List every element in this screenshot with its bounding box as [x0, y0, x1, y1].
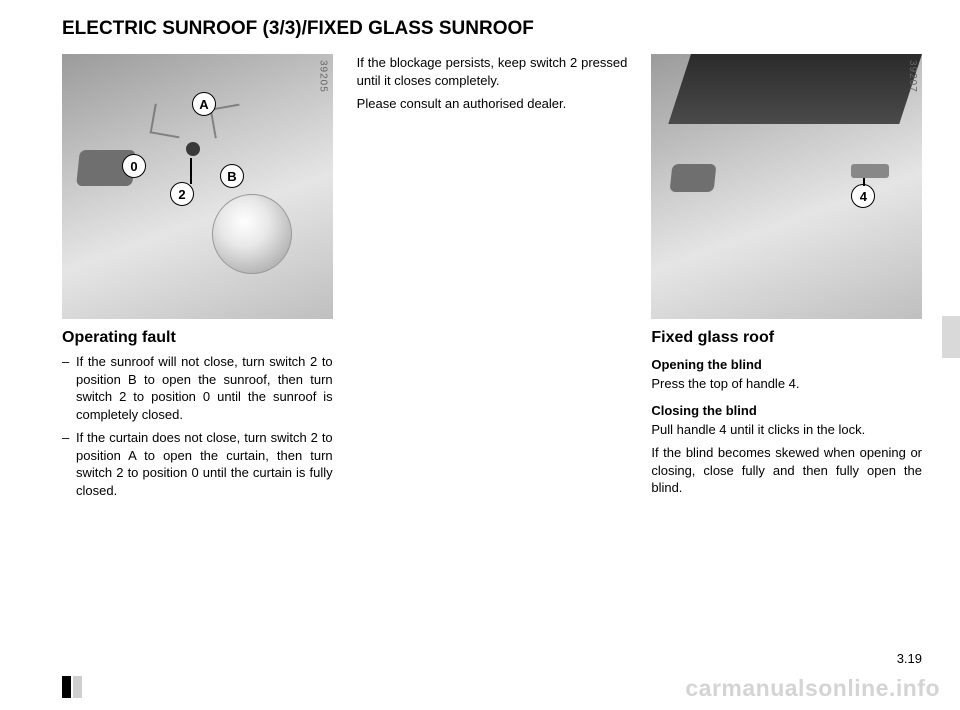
callout-0: 0 [122, 154, 146, 178]
closing-blind-text-1: Pull handle 4 until it clicks in the loc… [651, 421, 922, 439]
switch-dot-shape [186, 142, 200, 156]
callout-2: 2 [170, 182, 194, 206]
page-number: 3.19 [897, 651, 922, 666]
arrow-icon [150, 104, 185, 139]
sunroof-glass-shape [669, 54, 922, 124]
fixed-glass-roof-heading: Fixed glass roof [651, 329, 922, 347]
footer-mark-gray [73, 676, 82, 698]
callout-a: A [192, 92, 216, 116]
operating-fault-heading: Operating fault [62, 329, 333, 347]
figure-1: 39205 A 0 2 B [62, 54, 333, 319]
middle-paragraph-1: If the blockage persists, keep switch 2 … [357, 54, 628, 89]
dome-light-shape [212, 194, 292, 274]
leader-line [190, 158, 192, 184]
rearview-mirror-shape [670, 164, 717, 192]
callout-b: B [220, 164, 244, 188]
figure-2-number: 39207 [907, 60, 918, 93]
column-right: 39207 4 Fixed glass roof Opening the bli… [651, 54, 922, 505]
blind-handle-shape [851, 164, 889, 178]
footer-marks [62, 676, 82, 698]
opening-blind-subhead: Opening the blind [651, 357, 922, 372]
figure-2: 39207 4 [651, 54, 922, 319]
content-columns: 39205 A 0 2 B Operating fault – If the s… [62, 54, 922, 505]
bullet-2: – If the curtain does not close, turn sw… [62, 429, 333, 499]
column-middle: If the blockage persists, keep switch 2 … [357, 54, 628, 505]
footer-mark-black [62, 676, 71, 698]
title-part-1: ELECTRIC SUNROOF (3/3)/ [62, 18, 307, 39]
title-part-2: FIXED GLASS SUNROOF [307, 18, 534, 39]
figure-1-number: 39205 [318, 60, 329, 93]
page-title: ELECTRIC SUNROOF (3/3)/FIXED GLASS SUNRO… [62, 18, 922, 40]
leader-line [863, 178, 865, 186]
bullet-1: – If the sunroof will not close, turn sw… [62, 353, 333, 423]
bullet-dash: – [62, 353, 76, 423]
bullet-2-text: If the curtain does not close, turn swit… [76, 429, 333, 499]
bullet-1-text: If the sunroof will not close, turn swit… [76, 353, 333, 423]
opening-blind-text: Press the top of handle 4. [651, 375, 922, 393]
column-left: 39205 A 0 2 B Operating fault – If the s… [62, 54, 333, 505]
closing-blind-text-2: If the blind becomes skewed when opening… [651, 444, 922, 497]
middle-paragraph-2: Please consult an authorised dealer. [357, 95, 628, 113]
edge-tab [942, 316, 960, 358]
page: ELECTRIC SUNROOF (3/3)/FIXED GLASS SUNRO… [0, 0, 960, 710]
closing-blind-subhead: Closing the blind [651, 403, 922, 418]
bullet-dash: – [62, 429, 76, 499]
watermark-text: carmanualsonline.info [685, 675, 940, 702]
